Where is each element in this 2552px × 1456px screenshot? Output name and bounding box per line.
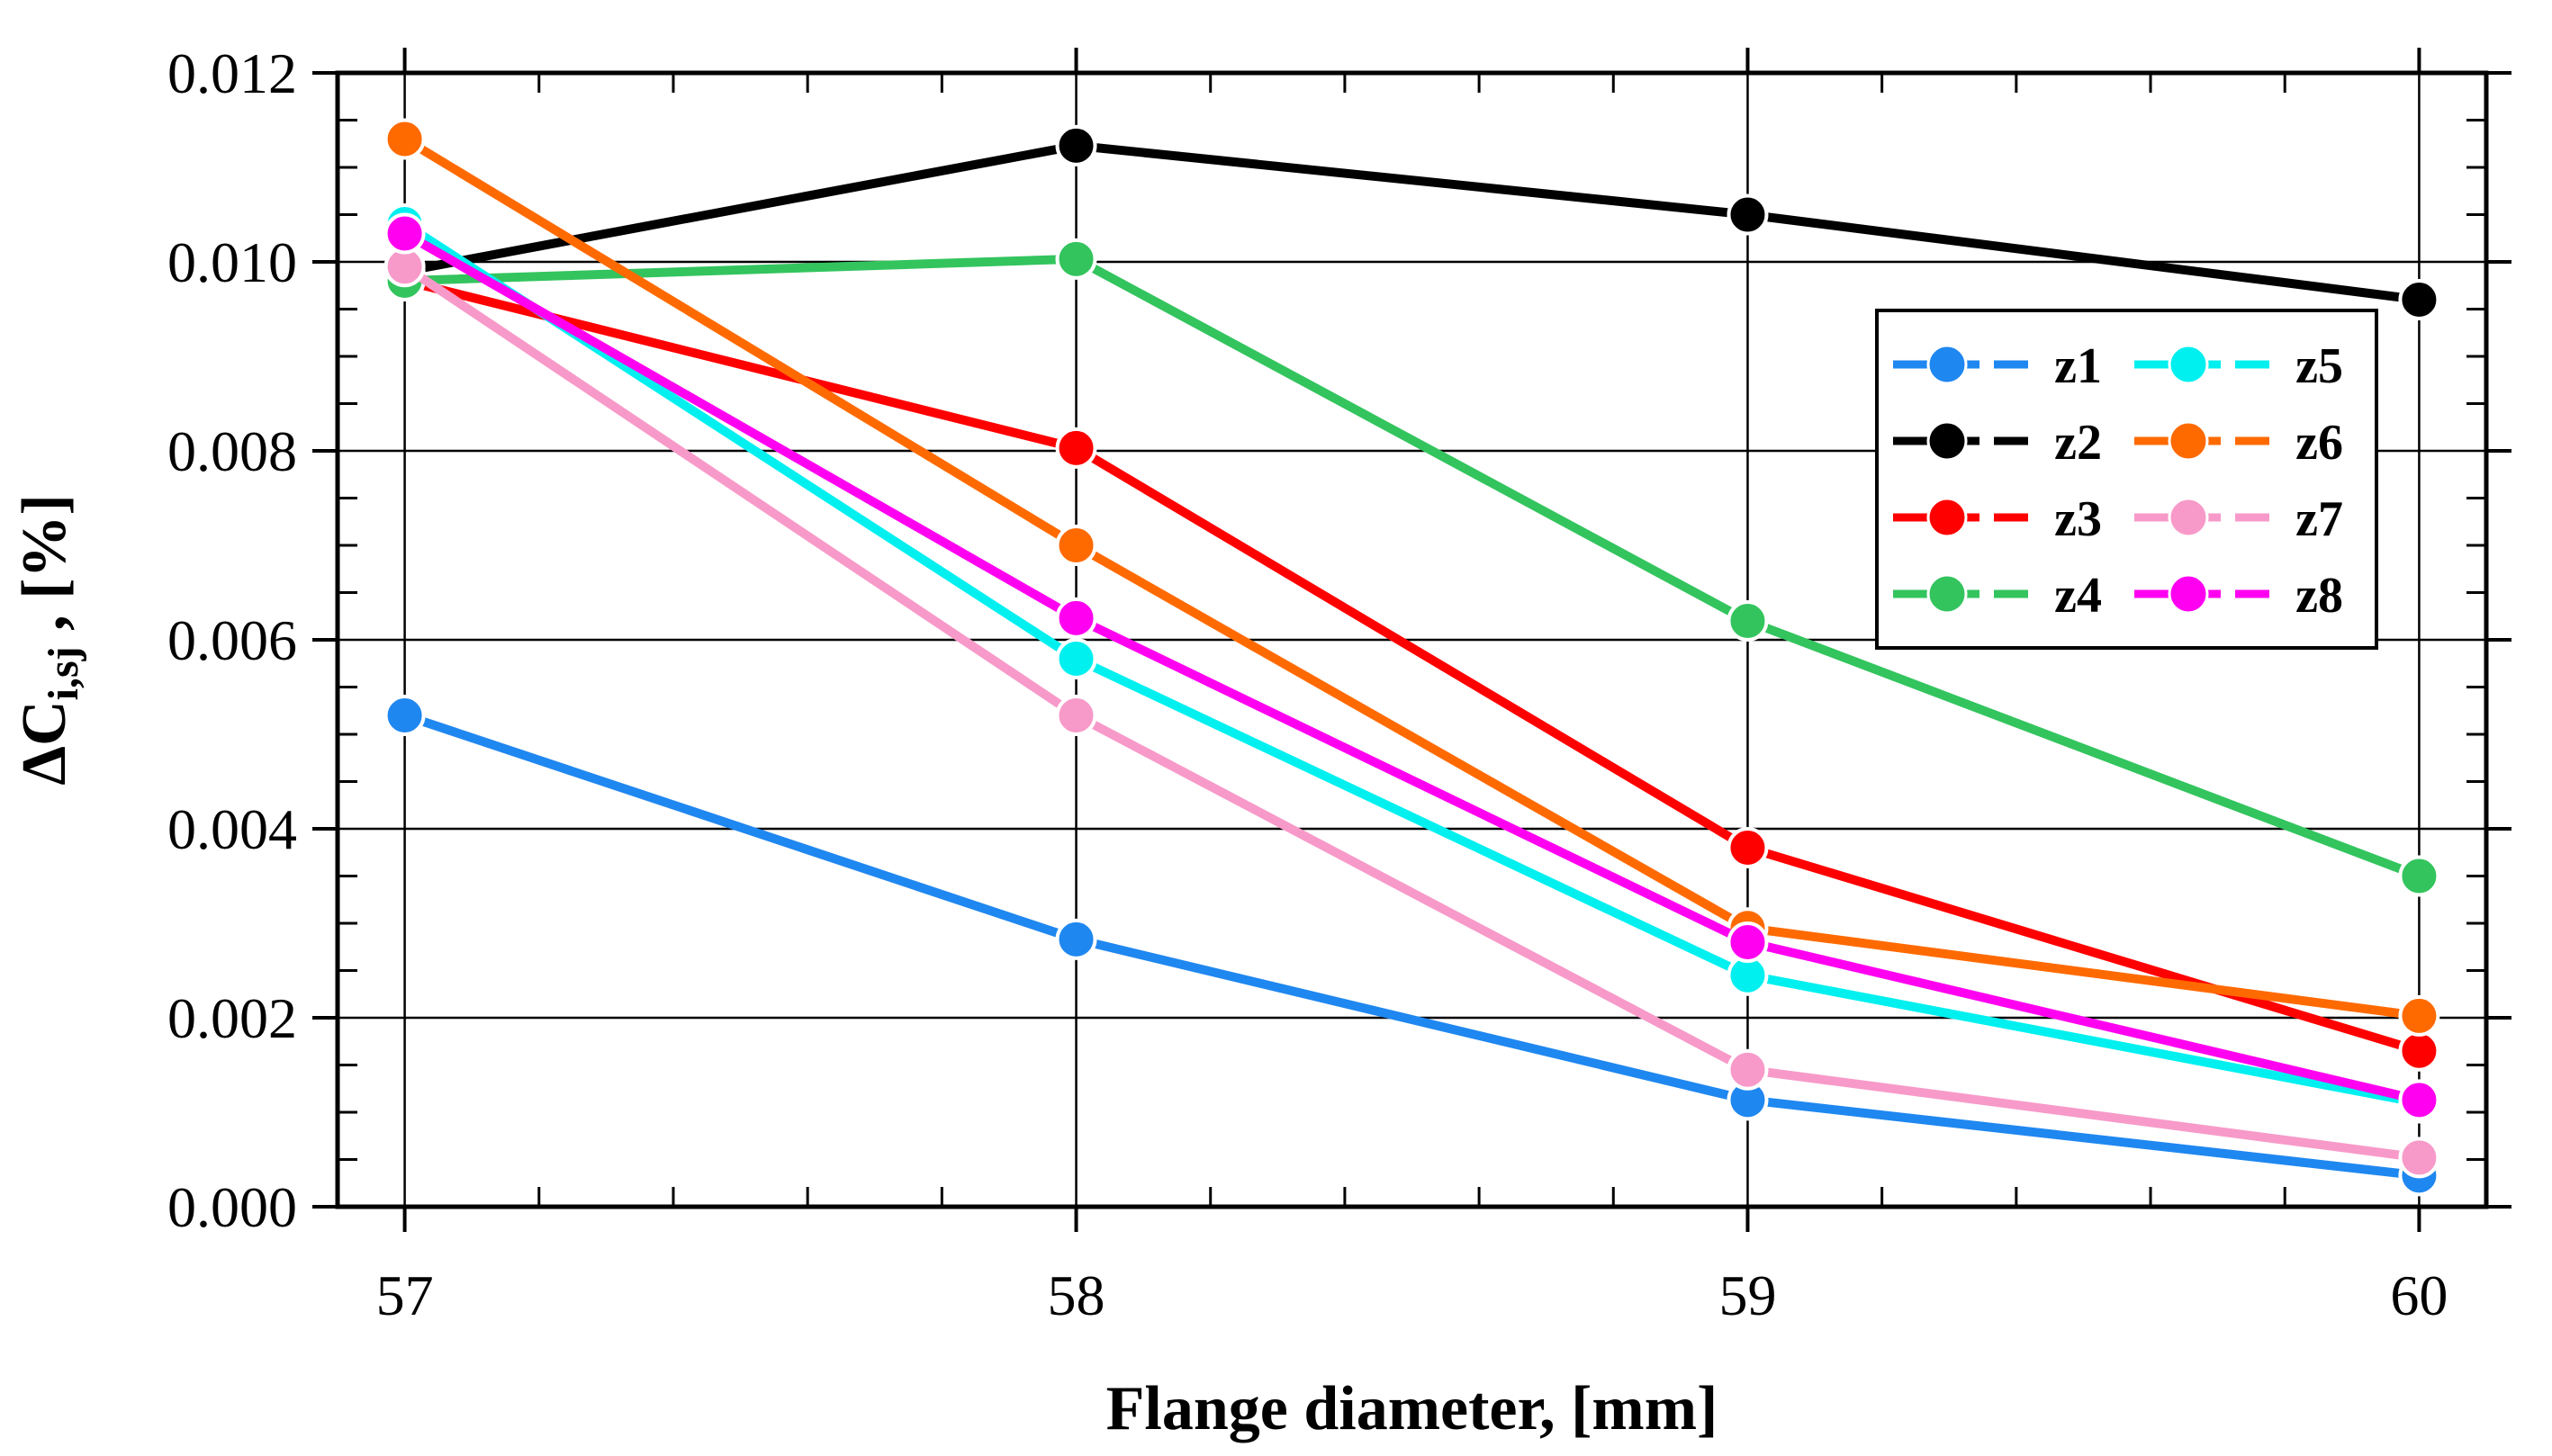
y-tick-label: 0.012 <box>167 41 297 105</box>
y-axis-title-subscript: i,sj <box>40 646 87 700</box>
legend-item-z2: z2 <box>1893 415 2102 471</box>
data-point-z7 <box>1055 695 1097 736</box>
data-point-z6 <box>1055 525 1097 566</box>
legend-label: z3 <box>2054 491 2102 547</box>
legend-label: z6 <box>2295 415 2343 471</box>
data-point-z8 <box>2398 1079 2440 1121</box>
x-tick-label: 58 <box>1048 1263 1105 1327</box>
data-point-z8 <box>1727 921 1769 963</box>
legend-swatch-marker <box>1926 420 1968 462</box>
y-tick-label: 0.002 <box>167 986 297 1050</box>
data-series <box>383 118 2440 1197</box>
data-point-z3 <box>1055 427 1097 469</box>
series-line-z5 <box>401 220 2421 1108</box>
series-z6 <box>383 118 2440 1037</box>
data-point-z1 <box>1055 918 1097 960</box>
legend-label: z7 <box>2295 491 2343 547</box>
x-tick-label: 60 <box>2390 1263 2448 1327</box>
legend-item-z3: z3 <box>1893 491 2102 547</box>
series-z7 <box>383 246 2440 1179</box>
y-axis-title-unit: , [%] <box>10 494 79 646</box>
series-line-z6 <box>402 135 2421 1020</box>
y-tick-label: 0.004 <box>167 797 297 861</box>
x-tick-labels: 57 58 59 60 <box>376 1263 2448 1327</box>
series-line-z3 <box>403 276 2421 1056</box>
y-tick-label: 0.000 <box>167 1175 297 1239</box>
x-tick-label: 57 <box>376 1263 434 1327</box>
data-point-z7 <box>2398 1137 2440 1179</box>
series-line-z7 <box>401 263 2421 1163</box>
legend-label: z5 <box>2295 338 2343 394</box>
legend-swatch-marker <box>2168 573 2209 615</box>
legend-label: z1 <box>2054 338 2102 394</box>
y-tick-label: 0.008 <box>167 419 297 483</box>
legend: z1 z2 z3 z4 z5 z6 z7 z8 <box>1875 309 2378 650</box>
data-point-z6 <box>2398 994 2440 1037</box>
data-point-z5 <box>1055 638 1097 679</box>
data-point-z4 <box>1727 600 1769 642</box>
legend-item-z6: z6 <box>2134 415 2343 471</box>
legend-item-z5: z5 <box>2134 338 2343 394</box>
legend-item-z4: z4 <box>1893 568 2102 624</box>
data-point-z2 <box>1727 193 1769 236</box>
legend-swatch-marker <box>2168 497 2209 538</box>
legend-swatch-marker <box>1926 573 1968 615</box>
data-point-z4 <box>1055 238 1097 280</box>
data-point-z7 <box>1727 1048 1769 1091</box>
y-axis-title-main: ΔC <box>10 700 79 785</box>
data-point-z3 <box>1727 827 1769 868</box>
data-point-z2 <box>2398 279 2440 320</box>
x-axis-title: Flange diameter, [mm] <box>1106 1374 1718 1443</box>
legend-label: z4 <box>2054 568 2102 624</box>
data-point-z8 <box>1055 597 1097 639</box>
legend-item-z7: z7 <box>2134 491 2343 547</box>
data-point-z8 <box>383 212 426 255</box>
series-z8 <box>383 212 2440 1121</box>
plot-frame <box>335 70 2489 1209</box>
x-tick-label: 59 <box>1718 1263 1776 1327</box>
series-line-z8 <box>402 229 2421 1105</box>
legend-swatch-marker <box>1926 497 1968 538</box>
data-point-z6 <box>383 118 426 160</box>
data-point-z1 <box>383 695 426 736</box>
series-line-z1 <box>403 711 2420 1181</box>
series-line-z4 <box>404 254 2421 881</box>
legend-label: z2 <box>2054 415 2102 471</box>
legend-item-z1: z1 <box>1893 338 2102 394</box>
legend-swatch-marker <box>1926 344 1968 385</box>
data-point-z4 <box>2398 855 2440 897</box>
y-axis-title: ΔCi,sj , [%] <box>10 494 87 786</box>
y-tick-label: 0.010 <box>167 230 297 294</box>
legend-swatch-marker <box>2168 420 2209 462</box>
minor-ticks <box>312 48 2511 1232</box>
y-tick-labels: 0.000 0.002 0.004 0.006 0.008 0.010 0.012 <box>167 41 297 1239</box>
data-point-z3 <box>2398 1029 2440 1072</box>
y-tick-label: 0.006 <box>167 608 297 672</box>
legend-label: z8 <box>2295 568 2343 624</box>
series-line-z2 <box>403 140 2421 304</box>
legend-item-z8: z8 <box>2134 568 2343 624</box>
legend-swatch-marker <box>2168 344 2209 385</box>
data-point-z2 <box>1055 124 1097 166</box>
